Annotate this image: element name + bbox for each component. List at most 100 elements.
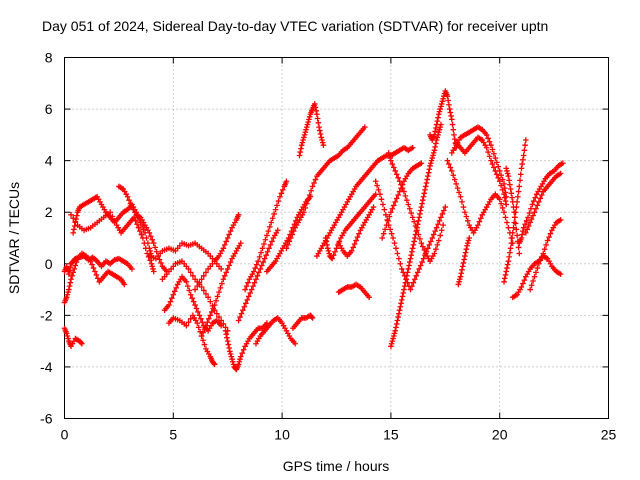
data-point [283, 178, 290, 185]
data-point [457, 273, 464, 280]
series-arc-mm [527, 217, 564, 293]
data-point [456, 189, 462, 196]
data-point [192, 302, 198, 308]
data-point [149, 263, 156, 270]
data-point [394, 317, 401, 324]
data-point [319, 139, 326, 146]
data-point [391, 164, 397, 171]
data-point [384, 217, 391, 223]
data-point [504, 219, 510, 226]
data-point [377, 191, 383, 197]
data-point [498, 200, 504, 207]
data-point [399, 293, 406, 300]
data-point [422, 183, 429, 190]
series-arc-x [335, 281, 372, 301]
data-point [513, 226, 520, 233]
data-point [413, 273, 420, 279]
data-point [280, 187, 286, 193]
data-point [146, 230, 153, 236]
data-point [476, 218, 483, 225]
data-point [440, 95, 446, 102]
data-point [436, 126, 443, 133]
data-point [393, 321, 400, 327]
data-point [448, 113, 454, 119]
data-point [449, 168, 455, 174]
data-point [135, 224, 142, 231]
data-point [124, 193, 131, 200]
data-point [532, 194, 539, 201]
data-point [63, 294, 70, 301]
data-point [220, 245, 227, 252]
data-point [195, 309, 201, 315]
data-point [142, 245, 149, 252]
data-point [512, 209, 519, 216]
data-point [449, 121, 456, 128]
data-point [152, 244, 158, 251]
data-point [426, 166, 433, 173]
data-point [318, 134, 325, 141]
data-point [235, 211, 242, 218]
data-point [412, 223, 419, 229]
data-point [439, 211, 446, 217]
data-point [324, 242, 330, 248]
data-point [437, 232, 444, 239]
data-point [264, 232, 270, 239]
data-point [311, 101, 318, 107]
data-point [224, 338, 231, 344]
data-point [250, 283, 256, 289]
data-point [366, 294, 372, 301]
data-point [201, 326, 208, 332]
data-point [72, 218, 79, 225]
data-point [296, 152, 303, 159]
data-point [521, 147, 528, 154]
data-point [127, 200, 134, 207]
data-point [534, 265, 541, 271]
data-point [71, 266, 78, 272]
data-point [501, 191, 507, 197]
data-point [503, 165, 510, 172]
data-point [464, 240, 471, 246]
data-point [71, 223, 78, 229]
data-point [92, 268, 98, 275]
data-point [420, 243, 426, 250]
data-point [447, 109, 454, 116]
series-arc-u [314, 144, 416, 259]
data-point [268, 219, 275, 226]
data-point [211, 361, 218, 368]
series-arc-b [61, 250, 128, 306]
data-point [461, 256, 467, 263]
data-point [504, 265, 510, 271]
x-tick-label: 10 [274, 427, 290, 443]
data-point [391, 330, 398, 337]
data-point [459, 199, 465, 205]
data-point [265, 228, 272, 234]
data-point [380, 230, 387, 237]
series-arc-gg [455, 235, 473, 288]
data-point [492, 155, 499, 161]
data-point [187, 315, 194, 322]
data-point [523, 218, 530, 224]
data-point [456, 279, 462, 285]
series-arc-p [253, 315, 298, 347]
data-point [491, 164, 497, 171]
data-point [515, 188, 522, 195]
data-point [228, 353, 235, 360]
data-point [237, 240, 244, 246]
data-point [213, 297, 219, 304]
data-point [489, 161, 496, 167]
series-arc-f [116, 183, 170, 275]
series-arc-jj [516, 160, 566, 246]
data-point [466, 235, 473, 241]
data-point [460, 204, 467, 210]
data-point [198, 333, 205, 339]
data-point [463, 213, 470, 220]
data-point [196, 312, 203, 319]
data-point [450, 126, 457, 133]
data-point [322, 235, 329, 241]
data-point [499, 187, 506, 193]
data-point [486, 138, 493, 145]
data-point [492, 168, 499, 174]
data-point [395, 314, 401, 320]
data-point [262, 236, 269, 243]
data-point [303, 124, 310, 130]
